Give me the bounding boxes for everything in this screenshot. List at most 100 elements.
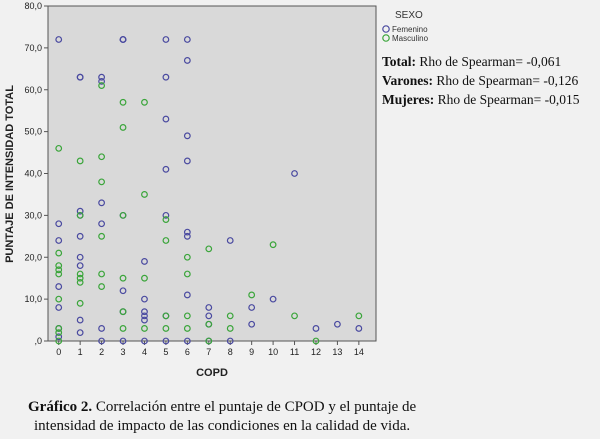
- data-point-femenino: [248, 320, 256, 328]
- stat-total-label: Total:: [382, 54, 417, 69]
- legend-title: SEXO: [395, 10, 423, 21]
- data-point-masculino: [291, 312, 298, 320]
- x-axis-title: COPD: [196, 367, 228, 379]
- y-tick-label: 10,0: [24, 294, 42, 304]
- data-point-femenino: [248, 304, 256, 311]
- data-point-femenino: [76, 232, 84, 240]
- data-point-femenino: [205, 312, 213, 320]
- data-point-femenino: [183, 36, 191, 43]
- data-point-femenino: [162, 165, 170, 173]
- data-point-femenino: [183, 157, 191, 165]
- data-point-masculino: [226, 325, 234, 332]
- x-tick-label: 3: [121, 347, 126, 357]
- figure-caption: Gráfico 2. Correlación entre el puntaje …: [28, 398, 588, 436]
- data-point-femenino: [183, 228, 191, 236]
- data-point-femenino: [98, 73, 105, 81]
- data-point-masculino: [183, 253, 191, 261]
- data-point-masculino: [119, 308, 127, 316]
- data-point-masculino: [119, 325, 127, 332]
- data-point-masculino: [55, 249, 63, 257]
- caption-line-1: Gráfico 2. Correlación entre el puntaje …: [28, 398, 588, 417]
- data-point-femenino: [141, 308, 148, 316]
- data-point-femenino: [162, 36, 170, 43]
- data-point-femenino: [55, 333, 63, 341]
- x-tick-label: 8: [228, 347, 233, 357]
- data-point-femenino: [226, 237, 234, 244]
- data-point-masculino: [162, 237, 170, 244]
- data-point-femenino: [119, 36, 127, 43]
- data-point-femenino: [55, 304, 63, 311]
- y-tick-label: 50,0: [24, 127, 42, 137]
- y-tick-label: 70,0: [24, 43, 42, 53]
- data-point-femenino: [119, 337, 127, 345]
- x-tick-label: 10: [268, 347, 278, 357]
- data-point-masculino: [55, 337, 63, 345]
- y-axis: ,0 10,0 20,0 30,0 40,0 50,0 60,0 70,0 80,0: [24, 1, 48, 346]
- data-point-femenino: [76, 253, 84, 261]
- data-point-femenino: [76, 316, 84, 324]
- legend-marker-femenino: [382, 25, 390, 33]
- y-tick-label: 30,0: [24, 210, 42, 220]
- x-tick-label: 4: [142, 347, 147, 357]
- data-point-masculino: [141, 274, 148, 282]
- data-point-masculino: [98, 178, 105, 186]
- data-point-masculino: [55, 270, 63, 278]
- x-tick-label: 14: [354, 347, 364, 357]
- data-point-masculino: [55, 262, 63, 270]
- data-point-masculino: [141, 191, 148, 198]
- data-point-masculino: [119, 124, 127, 131]
- data-point-femenino: [141, 312, 148, 320]
- data-point-masculino: [55, 144, 63, 152]
- data-point-masculino: [141, 325, 148, 332]
- data-point-femenino: [162, 115, 170, 123]
- y-tick-label: 40,0: [24, 169, 42, 179]
- data-point-masculino: [76, 299, 84, 307]
- caption-text-2: intensidad de impacto de las condiciones…: [34, 418, 411, 434]
- data-point-femenino: [183, 232, 191, 240]
- data-point-masculino: [205, 337, 213, 345]
- y-tick-label: 80,0: [24, 1, 42, 11]
- data-point-masculino: [205, 245, 213, 253]
- data-point-masculino: [205, 320, 213, 328]
- data-point-femenino: [98, 199, 105, 207]
- data-point-femenino: [162, 73, 170, 81]
- data-point-femenino: [98, 337, 105, 345]
- x-tick-label: 12: [311, 347, 321, 357]
- stat-varones: Varones: Rho de Spearman= -0,126: [382, 73, 578, 89]
- data-point-masculino: [55, 295, 63, 303]
- data-point-femenino: [312, 325, 320, 332]
- data-point-masculino: [119, 98, 127, 106]
- data-point-femenino: [205, 304, 213, 311]
- data-point-femenino: [98, 325, 105, 332]
- data-points: [55, 36, 363, 345]
- data-point-masculino: [98, 232, 105, 240]
- data-point-femenino: [334, 320, 341, 328]
- x-tick-label: 0: [56, 347, 61, 357]
- data-point-masculino: [55, 325, 63, 332]
- x-axis: 0 1 2 3 4 5 6 7 8 9 10 11 12 13 14: [56, 341, 364, 357]
- data-point-masculino: [248, 291, 256, 299]
- caption-label: Gráfico 2.: [28, 399, 93, 415]
- stat-total-value: Rho de Spearman= -0,061: [419, 54, 562, 69]
- data-point-femenino: [226, 337, 234, 345]
- data-point-femenino: [119, 287, 127, 295]
- data-point-femenino: [183, 132, 191, 140]
- data-point-masculino: [355, 312, 363, 320]
- stat-mujeres-value: Rho de Spearman= -0,015: [437, 92, 580, 107]
- x-tick-label: 11: [290, 347, 299, 357]
- x-tick-label: 2: [99, 347, 104, 357]
- data-point-masculino: [162, 325, 170, 332]
- x-tick-label: 13: [332, 347, 342, 357]
- data-point-femenino: [76, 262, 84, 270]
- data-point-masculino: [76, 278, 84, 286]
- caption-text-1: Correlación entre el puntaje de CPOD y e…: [95, 399, 417, 415]
- data-point-femenino: [141, 258, 148, 265]
- data-point-femenino: [291, 170, 298, 177]
- data-point-femenino: [141, 295, 148, 303]
- data-point-masculino: [162, 216, 170, 223]
- x-tick-label: 1: [78, 347, 83, 357]
- data-point-femenino: [269, 295, 277, 303]
- data-point-masculino: [269, 241, 277, 249]
- data-point-masculino: [98, 270, 105, 278]
